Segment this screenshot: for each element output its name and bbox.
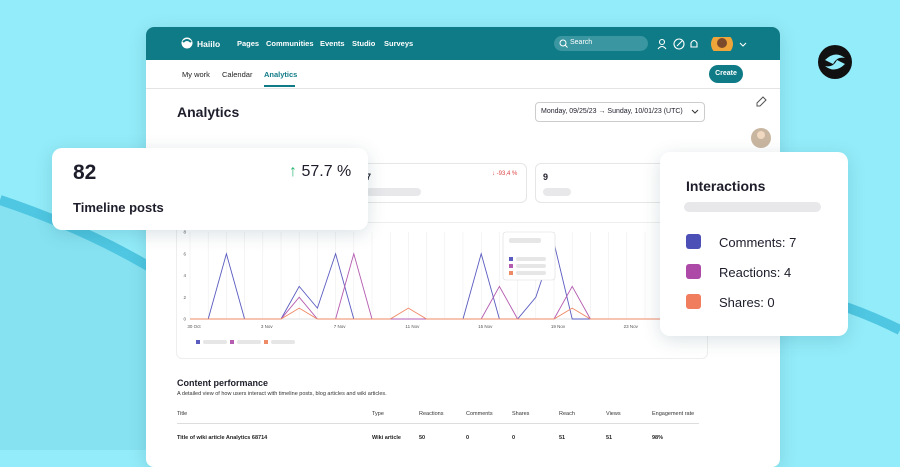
legend-swatch bbox=[196, 340, 200, 344]
header-icons bbox=[657, 37, 747, 51]
column-header: Engagement rate bbox=[652, 411, 695, 417]
tooltip-bar bbox=[509, 238, 541, 243]
section-subtitle: A detailed view of how users interact wi… bbox=[177, 391, 387, 397]
table-cell: 0 bbox=[466, 435, 470, 441]
divider bbox=[146, 88, 780, 89]
section-title: Content performance bbox=[177, 378, 269, 388]
column-header: Reactions bbox=[419, 411, 444, 417]
x-tick-label: 15 Nov bbox=[478, 324, 493, 329]
tooltip-swatch bbox=[509, 264, 513, 268]
stat-change: ↓ -93,4 % bbox=[492, 171, 518, 177]
stat-value: 9 bbox=[543, 172, 549, 182]
tab-active[interactable]: Analytics bbox=[264, 70, 298, 79]
stat-change-value: -93,4 % bbox=[496, 171, 518, 177]
tooltip-swatch bbox=[509, 257, 513, 261]
placeholder-bar bbox=[684, 202, 821, 212]
legend-label: Comments: 7 bbox=[719, 235, 797, 250]
brand-name: Haiilo bbox=[197, 39, 221, 49]
table-cell: 98% bbox=[652, 435, 664, 441]
column-header: Type bbox=[372, 411, 384, 417]
date-picker[interactable] bbox=[535, 102, 705, 122]
legend-swatch bbox=[686, 294, 701, 309]
column-header: Reach bbox=[559, 411, 575, 417]
legend-swatch bbox=[686, 234, 701, 249]
x-tick-label: 7 Nov bbox=[334, 324, 347, 329]
create-button[interactable]: Create bbox=[709, 65, 743, 83]
side-icons bbox=[751, 96, 771, 148]
tab[interactable]: Calendar bbox=[222, 70, 253, 79]
legend-bar bbox=[237, 340, 261, 344]
table-cell: Title of wiki article Analytics 68714 bbox=[177, 435, 268, 441]
tooltip-bar bbox=[516, 271, 546, 275]
y-tick-label: 0 bbox=[183, 317, 186, 322]
brand-logo bbox=[818, 45, 852, 79]
stat-change-value: 57.7 % bbox=[301, 163, 352, 180]
column-header: Title bbox=[177, 411, 188, 417]
interactions-title: Interactions bbox=[686, 178, 766, 194]
app-logo bbox=[181, 37, 193, 49]
tooltip-swatch bbox=[509, 271, 513, 275]
x-tick-label: 30 Oct bbox=[187, 324, 201, 329]
legend-label: Shares: 0 bbox=[719, 295, 775, 310]
stat-value: 7 bbox=[366, 172, 372, 182]
row-divider bbox=[177, 423, 699, 424]
table-cell: 50 bbox=[419, 435, 426, 441]
legend-label: Reactions: 4 bbox=[719, 265, 792, 280]
placeholder-bar bbox=[366, 188, 421, 196]
search-icon bbox=[559, 39, 568, 48]
search-box[interactable] bbox=[554, 36, 648, 51]
column-header: Views bbox=[606, 411, 621, 417]
stat-label: Timeline posts bbox=[73, 200, 164, 215]
legend-swatch bbox=[686, 264, 701, 279]
x-tick-label: 11 Nov bbox=[405, 324, 420, 329]
search-placeholder: Search bbox=[570, 39, 593, 46]
y-tick-label: 2 bbox=[183, 295, 186, 300]
tab[interactable]: My work bbox=[182, 70, 210, 79]
stat-change: ↑ 57.7 % bbox=[289, 163, 351, 181]
x-tick-label: 19 Nov bbox=[551, 324, 566, 329]
y-tick-label: 4 bbox=[183, 273, 186, 278]
up-arrow: ↑ bbox=[289, 163, 297, 180]
page-title: Analytics bbox=[177, 104, 240, 120]
nav-link[interactable]: Events bbox=[320, 39, 345, 48]
table-cell: 0 bbox=[512, 435, 516, 441]
table-cell: Wiki article bbox=[372, 435, 401, 441]
y-tick-label: 8 bbox=[183, 230, 186, 235]
table-cell: 51 bbox=[559, 435, 566, 441]
page: Haiilo Pages Communities Events Studio S… bbox=[0, 27, 900, 467]
placeholder-bar bbox=[543, 188, 571, 196]
nav-link[interactable]: Surveys bbox=[384, 39, 414, 48]
series-line bbox=[190, 307, 664, 320]
legend-swatch bbox=[230, 340, 234, 344]
nav-link[interactable]: Communities bbox=[266, 39, 314, 48]
table-cell: 51 bbox=[606, 435, 613, 441]
tooltip-bar bbox=[516, 264, 546, 268]
x-tick-label: 23 Nov bbox=[624, 324, 639, 329]
y-tick-label: 6 bbox=[183, 251, 186, 256]
column-header: Comments bbox=[466, 411, 493, 417]
chart: 0 2 4 6 8 30 Oct 3 Nov 7 Nov 11 Nov 15 Nov 19 Nov 2… bbox=[183, 230, 664, 344]
stat-popout bbox=[52, 148, 368, 230]
tab-underline bbox=[264, 85, 295, 87]
nav-link[interactable]: Studio bbox=[352, 39, 376, 48]
nav-link[interactable]: Pages bbox=[237, 39, 260, 48]
legend-swatch bbox=[264, 340, 268, 344]
legend-bar bbox=[203, 340, 227, 344]
tooltip-bar bbox=[516, 257, 546, 261]
stat-value: 82 bbox=[73, 161, 97, 184]
date-range: Monday, 09/25/23 → Sunday, 10/01/23 (UTC… bbox=[541, 108, 683, 115]
legend-bar bbox=[271, 340, 295, 344]
column-header: Shares bbox=[512, 411, 530, 417]
chevron bbox=[691, 109, 699, 114]
x-tick-label: 3 Nov bbox=[261, 324, 274, 329]
